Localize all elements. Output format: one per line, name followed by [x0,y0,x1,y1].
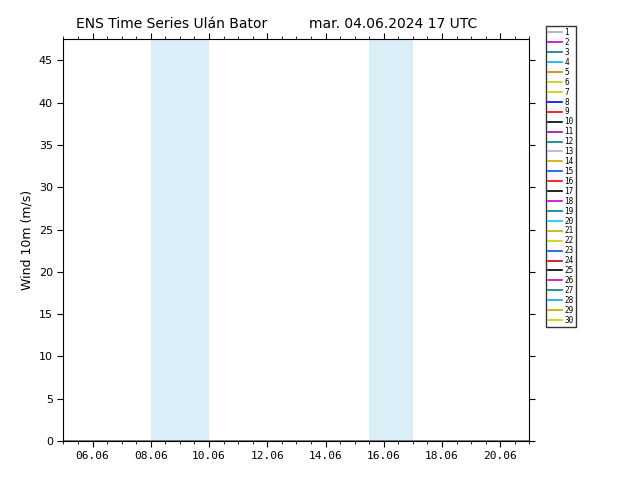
Bar [180,39,209,441]
Bar [369,39,398,441]
Y-axis label: Wind 10m (m/s): Wind 10m (m/s) [20,190,34,290]
Bar [151,39,180,441]
Text: mar. 04.06.2024 17 UTC: mar. 04.06.2024 17 UTC [309,17,477,31]
Text: ENS Time Series Ulán Bator: ENS Time Series Ulán Bator [75,17,267,31]
Bar [398,39,413,441]
Legend: 1, 2, 3, 4, 5, 6, 7, 8, 9, 10, 11, 12, 13, 14, 15, 16, 17, 18, 19, 20, 21, 22, 2: 1, 2, 3, 4, 5, 6, 7, 8, 9, 10, 11, 12, 1… [546,26,576,327]
